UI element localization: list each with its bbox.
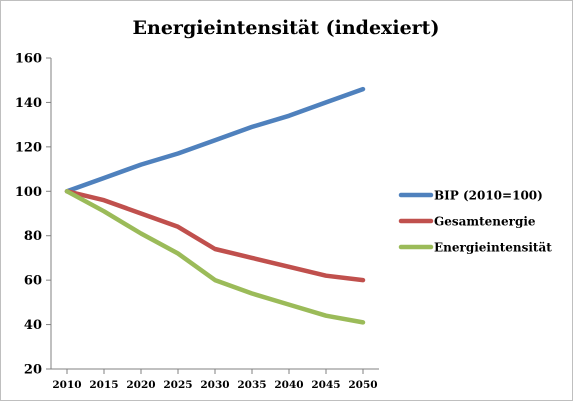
x-tick-label: 2025 [163, 379, 192, 391]
x-tick-label: 2010 [52, 379, 81, 391]
y-tick-label: 160 [15, 52, 42, 67]
y-tick-label: 100 [15, 185, 42, 200]
legend-label-1: Gesamtenergie [434, 215, 536, 229]
x-tick-label: 2030 [200, 379, 229, 391]
chart-title: Energieintensität (indexiert) [133, 17, 440, 39]
legend-label-0: BIP (2010=100) [434, 189, 543, 203]
x-tick-label: 2050 [348, 379, 377, 391]
legend-label-2: Energieintensität [434, 241, 552, 255]
y-tick-label: 80 [24, 229, 42, 244]
series-line-2 [64, 189, 366, 325]
y-tick-label: 60 [24, 274, 42, 289]
x-tick-label: 2035 [237, 379, 266, 391]
y-tick-label: 40 [24, 318, 42, 333]
x-tick-label: 2040 [274, 379, 303, 391]
x-tick-label: 2015 [89, 379, 118, 391]
y-tick-label: 140 [15, 96, 42, 111]
series-line-0 [64, 86, 366, 194]
y-tick-label: 120 [15, 140, 42, 155]
y-tick-label: 20 [24, 363, 42, 378]
x-tick-label: 2020 [126, 379, 155, 391]
x-tick-label: 2045 [311, 379, 340, 391]
legend: BIP (2010=100) Gesamtenergie Energieintens… [398, 189, 552, 255]
series-line-1 [64, 189, 366, 283]
series-layer [64, 86, 366, 325]
